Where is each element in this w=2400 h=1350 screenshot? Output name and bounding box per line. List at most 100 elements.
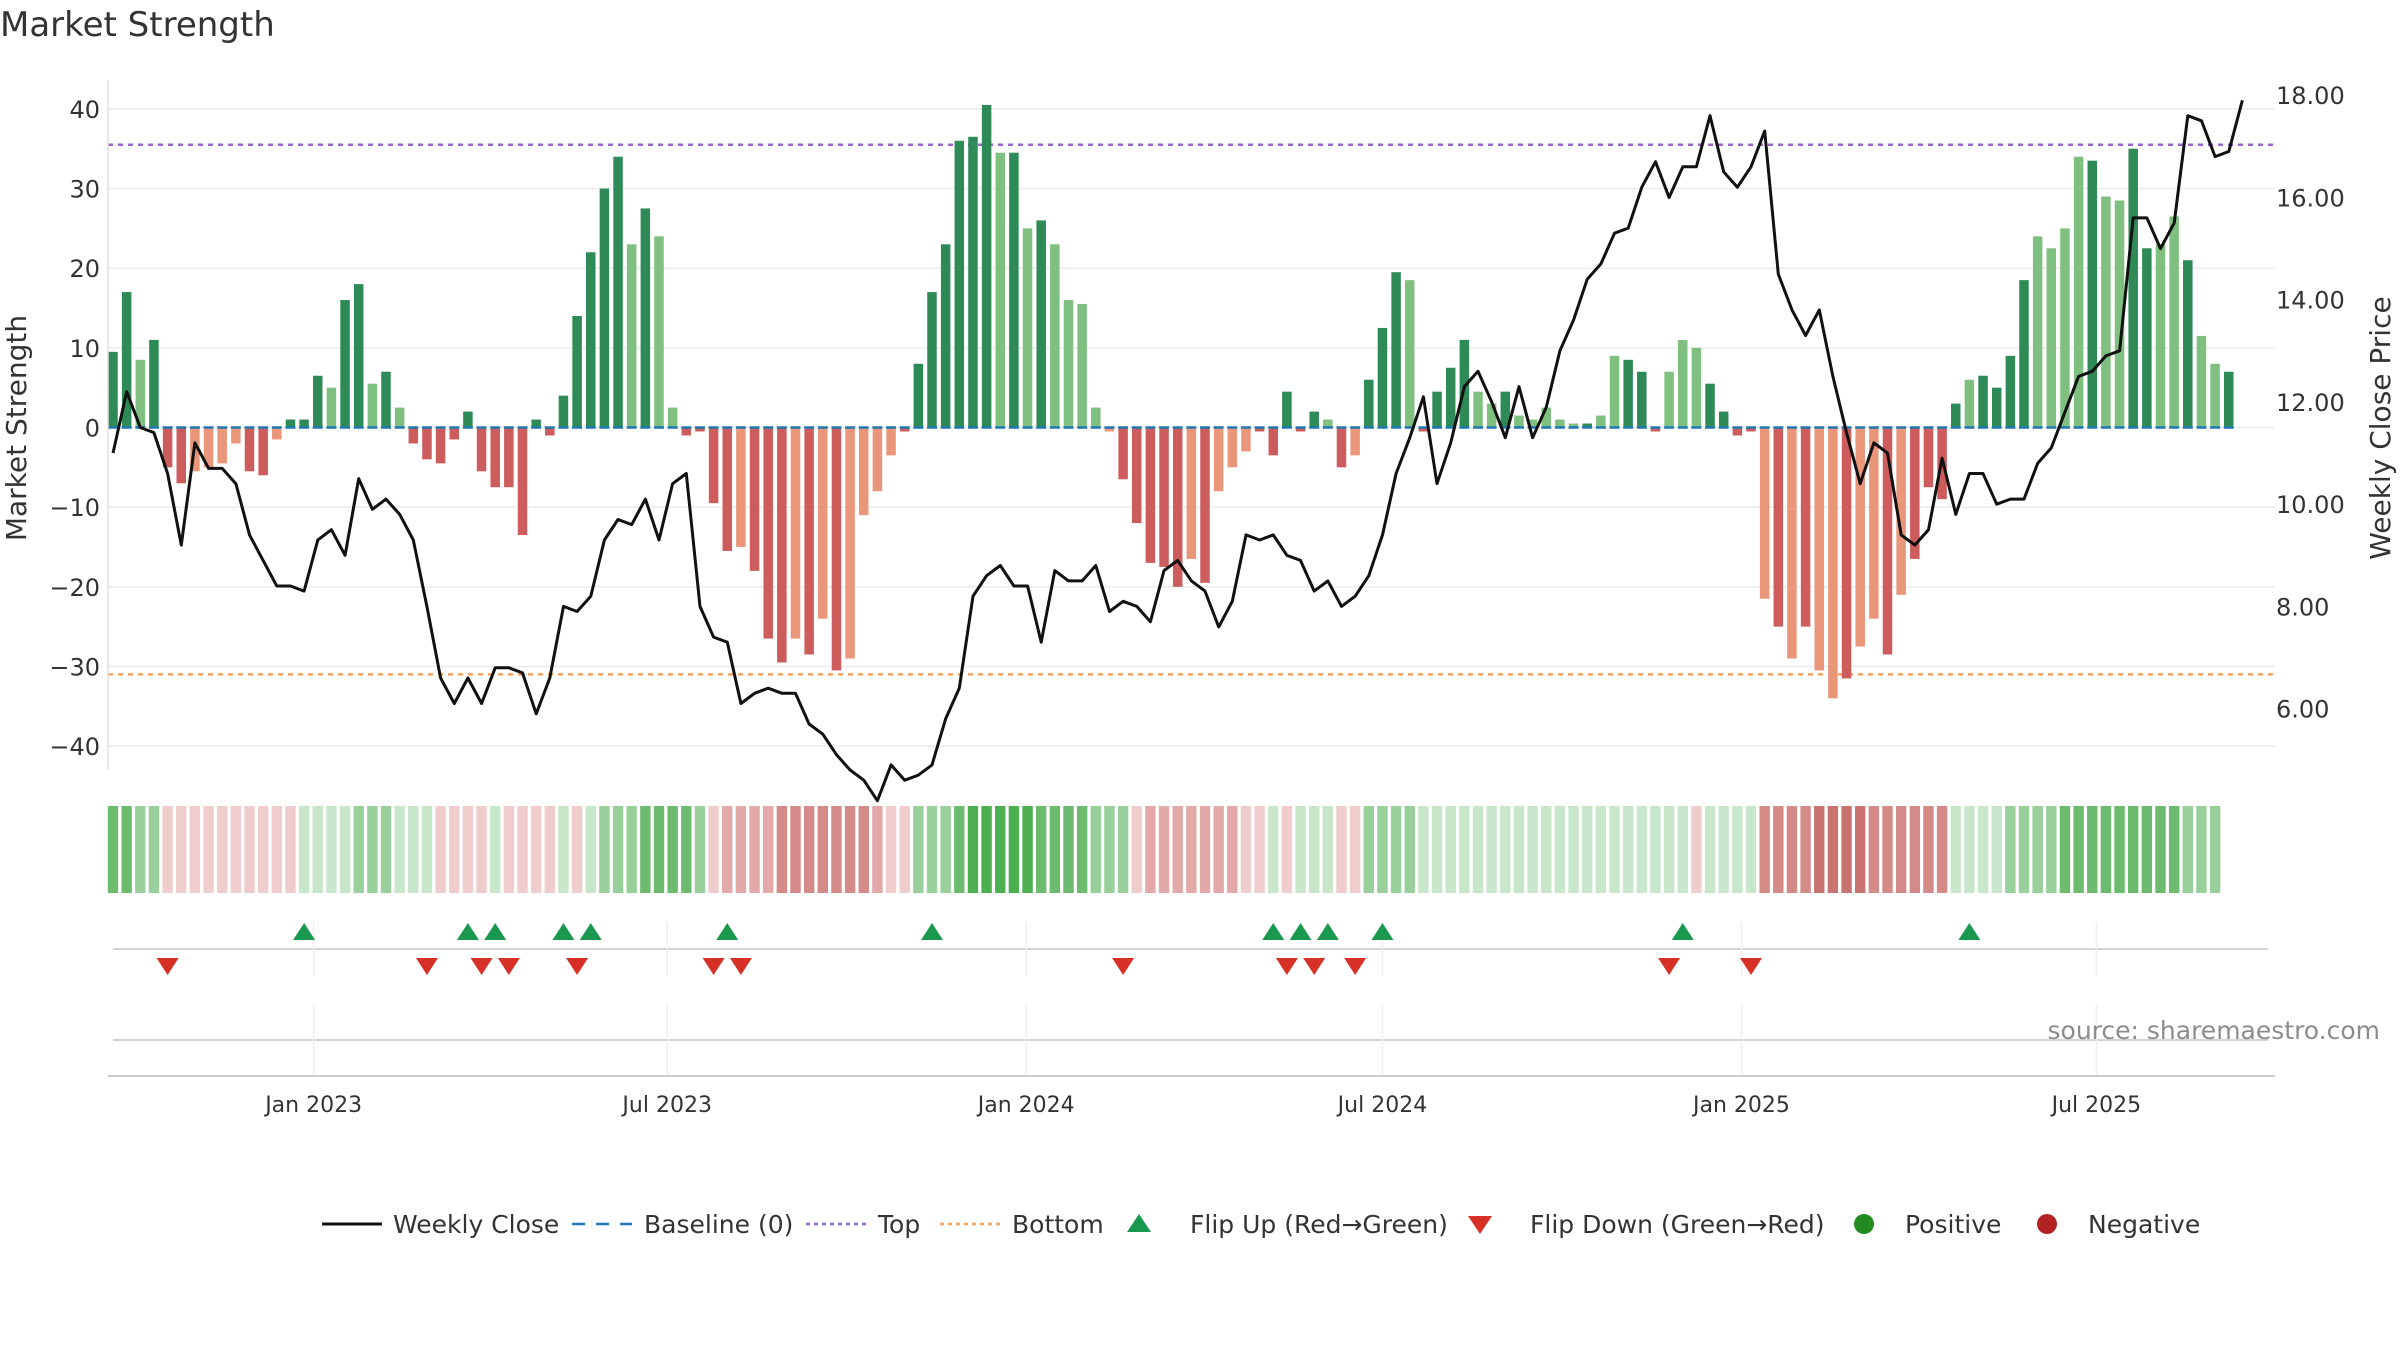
strip-cell — [1895, 806, 1907, 893]
flip-down-marker — [1112, 958, 1135, 975]
strip-cell — [2032, 806, 2043, 893]
strength-bar — [1473, 391, 1483, 428]
strength-bar — [968, 136, 978, 428]
strength-bar — [1241, 427, 1251, 452]
strength-bar — [1036, 220, 1046, 428]
strength-bar — [1541, 407, 1551, 428]
strength-bar — [1022, 228, 1033, 428]
legend-negative-dot — [2037, 1214, 2057, 1234]
strip-cell — [1145, 806, 1156, 893]
strength-bar — [408, 427, 419, 444]
flip-up-marker — [1671, 923, 1694, 940]
strength-bar — [572, 315, 582, 428]
weekly-close-line — [111, 99, 2244, 803]
strength-bar — [2005, 355, 2016, 428]
strength-bar — [1650, 427, 1661, 432]
strength-bar — [1323, 419, 1333, 428]
reference-lines — [108, 143, 2275, 676]
strip-cell — [817, 806, 828, 893]
strength-bar — [504, 427, 514, 488]
legend-flip-up-icon — [1127, 1214, 1151, 1232]
strength-bar — [258, 427, 268, 476]
strength-bar — [804, 427, 814, 655]
strip-cell — [1691, 806, 1702, 893]
strength-bar — [1746, 427, 1756, 432]
legend-label: Baseline (0) — [644, 1210, 793, 1239]
strip-cell — [626, 806, 637, 893]
strength-bar — [340, 300, 350, 428]
strength-bar — [654, 236, 664, 428]
strip-cell — [162, 806, 173, 893]
strength-bar — [1418, 427, 1429, 432]
strength-bar — [149, 339, 159, 428]
strength-bar — [2169, 216, 2179, 428]
strip-cell — [1049, 806, 1061, 893]
strength-bar — [886, 427, 896, 456]
strip-cell — [1909, 806, 1920, 893]
strip-cell — [1404, 806, 1415, 893]
strength-bar — [1268, 427, 1278, 456]
strength-bar — [927, 292, 937, 428]
strength-bar — [1309, 411, 1319, 428]
strength-bar — [1964, 379, 1975, 428]
strip-cell — [1650, 806, 1661, 893]
legend-item-positive: Positive — [1854, 1210, 2001, 1239]
strip-cell — [121, 806, 132, 893]
strength-bar — [1527, 419, 1538, 428]
strip-cell — [1036, 806, 1047, 893]
source-label: source: sharemaestro.com — [2048, 1016, 2381, 1045]
strength-bar — [476, 427, 487, 472]
left-tick-label: −40 — [49, 733, 100, 761]
strength-bar — [1705, 383, 1715, 428]
strength-bar — [722, 427, 732, 551]
strength-bar — [1391, 272, 1401, 428]
strip-cell — [2182, 806, 2193, 893]
strength-bar — [981, 104, 992, 428]
strip-cell — [1882, 806, 1893, 893]
legend-positive-dot — [1854, 1214, 1874, 1234]
strip-cell — [1022, 806, 1033, 893]
strip-cell — [367, 806, 378, 893]
strip-cell — [2114, 806, 2125, 893]
strength-bar — [708, 427, 719, 504]
strength-bar — [1459, 339, 1470, 428]
strip-cell — [1131, 806, 1142, 893]
strip-cell — [1117, 806, 1129, 893]
strip-cell — [2087, 806, 2098, 893]
strip-cell — [1268, 806, 1279, 893]
legend-item-bottom: Bottom — [940, 1210, 1104, 1239]
left-tick-label: 0 — [85, 415, 100, 443]
strength-bar — [1841, 427, 1852, 679]
flip-down-marker — [702, 958, 725, 975]
strength-bar — [353, 284, 364, 428]
flip-down-marker — [470, 958, 493, 975]
strip-cell — [599, 806, 610, 893]
strip-cell — [2128, 806, 2139, 893]
strength-bar — [381, 371, 391, 428]
strength-bar — [954, 140, 965, 428]
strength-bar — [1254, 427, 1265, 432]
strength-bar — [217, 427, 227, 464]
strength-bar — [2046, 248, 2057, 428]
strip-cell — [1773, 806, 1784, 893]
x-tick-label: Jul 2023 — [620, 1093, 712, 1118]
left-tick-label: −30 — [49, 653, 100, 681]
strip-cell — [571, 806, 583, 893]
strip-cell — [831, 806, 842, 893]
strength-bar — [1050, 244, 1060, 428]
strength-bar — [490, 427, 500, 488]
strip-cell — [135, 806, 146, 893]
strip-cell — [1363, 806, 1374, 893]
strip-cell — [1213, 806, 1224, 893]
strip-cell — [1745, 806, 1757, 893]
strength-bar — [1923, 427, 1934, 488]
right-tick-label: 14.00 — [2276, 287, 2345, 315]
strength-bar — [558, 395, 569, 428]
strength-bar — [422, 427, 432, 460]
strip-cell — [1923, 806, 1934, 893]
strip-cell — [353, 806, 364, 893]
right-tick-label: 18.00 — [2276, 82, 2345, 110]
legend: Weekly Close Baseline (0) Top Bottom Flip Up… — [322, 1210, 2200, 1239]
strength-bar — [176, 427, 186, 484]
strength-bar — [1855, 427, 1865, 647]
